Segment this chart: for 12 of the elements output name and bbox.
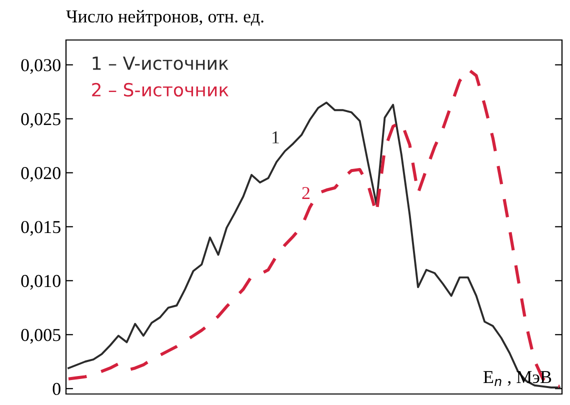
- y-tick-label: 0: [52, 382, 60, 396]
- annotation: 1 – V-источник: [92, 56, 228, 70]
- annotation: 2 – S-источник: [92, 82, 229, 97]
- y-tick-label: 0,030: [21, 59, 60, 74]
- y-tick-label: 0,010: [21, 274, 60, 290]
- y-axis-title: Число нейтронов, отн. ед.: [66, 10, 264, 26]
- series-label: 2: [302, 187, 310, 199]
- y-tick-label: 0,005: [21, 328, 60, 344]
- y-tick-label: 0,020: [21, 167, 60, 182]
- series-label: 1: [272, 131, 279, 144]
- y-tick-label: 0,015: [21, 220, 60, 236]
- y-tick-label: 0,025: [21, 113, 60, 128]
